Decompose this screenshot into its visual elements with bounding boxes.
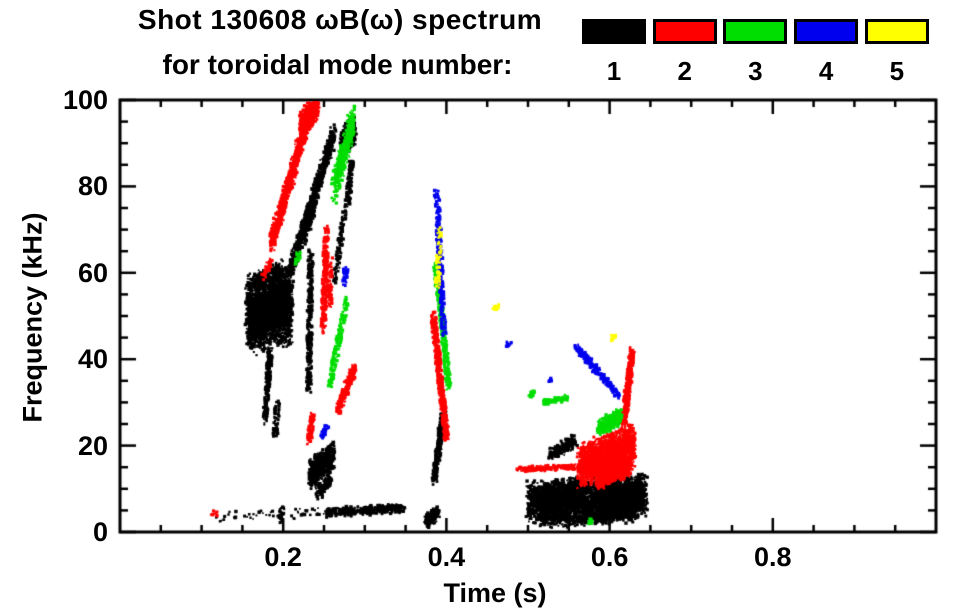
y-tick-label-100: 100 xyxy=(62,85,108,115)
legend-swatch-1 xyxy=(582,19,646,44)
x-axis-title: Time (s) xyxy=(443,578,547,608)
legend-swatch-5 xyxy=(864,19,929,44)
y-tick-label-80: 80 xyxy=(77,171,108,202)
y-axis-title: Frequency (kHz) xyxy=(17,212,48,423)
plot-title-line1: Shot 130608 ωB(ω) spectrum xyxy=(137,4,543,35)
x-tick-label-0.2: 0.2 xyxy=(264,542,302,572)
legend-number-4: 4 xyxy=(818,56,834,86)
legend-number-3: 3 xyxy=(748,56,763,86)
plot-title-line2: for toroidal mode number: xyxy=(162,49,513,80)
y-tick-label-40: 40 xyxy=(77,344,108,375)
x-tick-label-0.8: 0.8 xyxy=(754,542,792,572)
legend-number-2: 2 xyxy=(677,56,692,86)
x-tick-label-0.6: 0.6 xyxy=(590,542,629,572)
legend-swatch-3 xyxy=(723,19,788,44)
legend-number-5: 5 xyxy=(889,56,905,86)
legend-number-1: 1 xyxy=(606,56,622,86)
y-tick-label-0: 0 xyxy=(92,517,108,547)
x-tick-label-0.4: 0.4 xyxy=(427,542,466,572)
legend-swatch-2 xyxy=(652,19,717,44)
y-tick-label-20: 20 xyxy=(77,430,108,461)
legend-swatch-4 xyxy=(794,19,859,44)
y-tick-label-60: 60 xyxy=(77,257,108,288)
